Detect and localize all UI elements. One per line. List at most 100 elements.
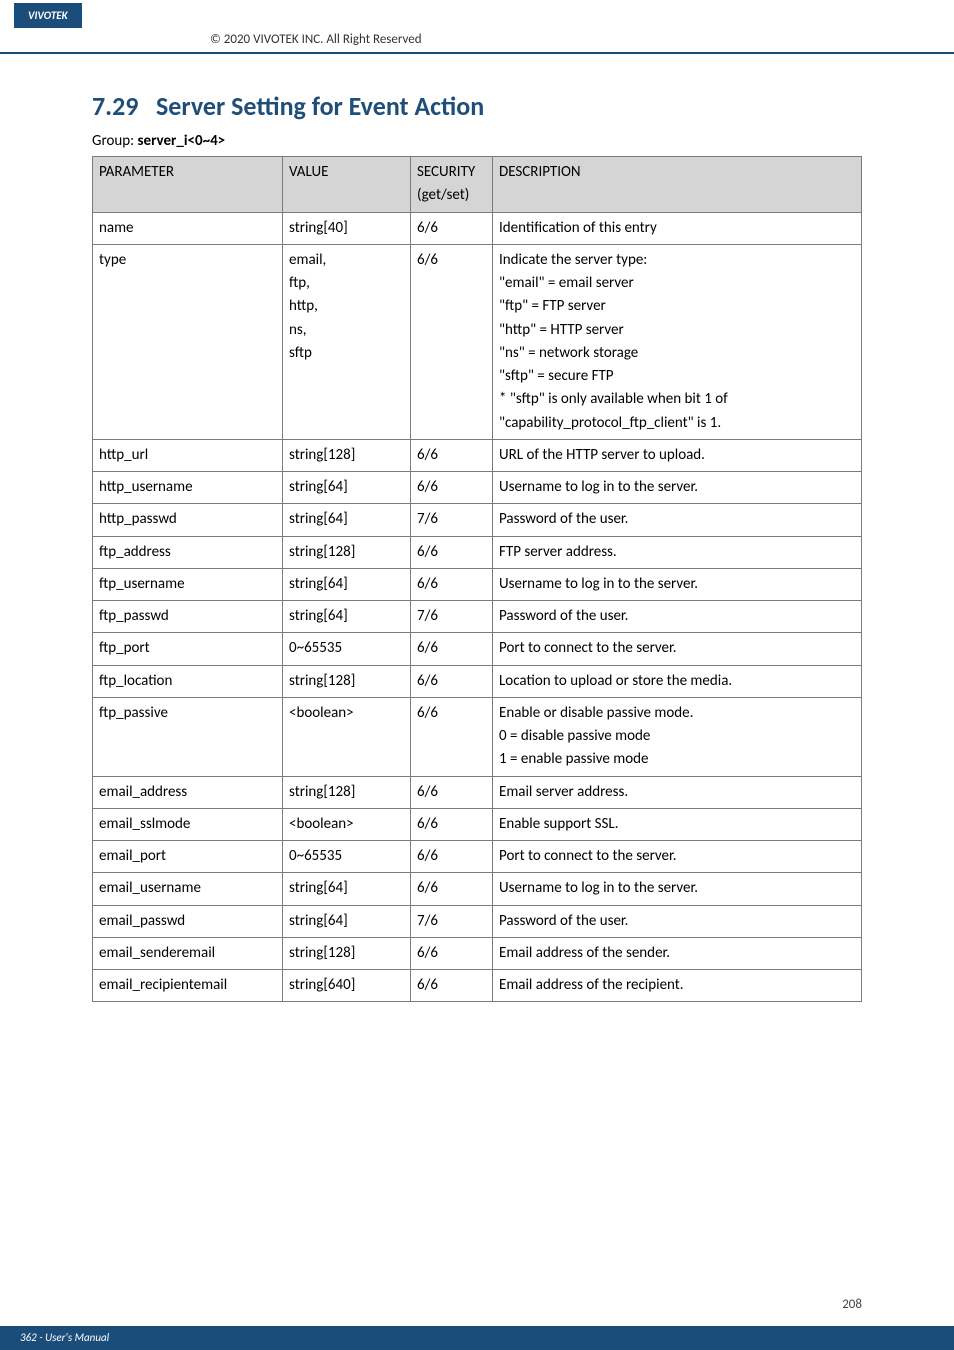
- section-title: Server Setting for Event Action: [156, 90, 484, 122]
- cell-description: Username to log in to the server.: [493, 873, 862, 905]
- th-value: VALUE: [283, 157, 411, 213]
- cell-security: 6/6: [411, 808, 493, 840]
- cell-parameter: ftp_address: [93, 536, 283, 568]
- cell-value: string[64]: [283, 568, 411, 600]
- cell-parameter: ftp_passive: [93, 697, 283, 776]
- cell-parameter: email_senderemail: [93, 937, 283, 969]
- cell-parameter: email_port: [93, 841, 283, 873]
- cell-parameter: ftp_location: [93, 665, 283, 697]
- cell-description: Email address of the recipient.: [493, 970, 862, 1002]
- cell-security: 6/6: [411, 970, 493, 1002]
- cell-parameter: http_url: [93, 439, 283, 471]
- cell-value: email, ftp, http, ns, sftp: [283, 244, 411, 439]
- cell-parameter: name: [93, 212, 283, 244]
- cell-description: Email server address.: [493, 776, 862, 808]
- cell-description: Email address of the sender.: [493, 937, 862, 969]
- cell-security: 6/6: [411, 665, 493, 697]
- cell-value: string[64]: [283, 873, 411, 905]
- table-row: ftp_passwdstring[64]7/6Password of the u…: [93, 601, 862, 633]
- cell-parameter: email_passwd: [93, 905, 283, 937]
- table-row: ftp_port0~655356/6Port to connect to the…: [93, 633, 862, 665]
- cell-security: 6/6: [411, 472, 493, 504]
- cell-security: 6/6: [411, 212, 493, 244]
- cell-security: 6/6: [411, 633, 493, 665]
- section-heading: 7.29Server Setting for Event Action: [92, 90, 862, 122]
- cell-description: URL of the HTTP server to upload.: [493, 439, 862, 471]
- table-row: email_passwdstring[64]7/6Password of the…: [93, 905, 862, 937]
- table-row: email_sslmode<boolean>6/6Enable support …: [93, 808, 862, 840]
- cell-parameter: email_sslmode: [93, 808, 283, 840]
- group-prefix: Group:: [92, 132, 138, 150]
- th-parameter: PARAMETER: [93, 157, 283, 213]
- table-row: email_addressstring[128]6/6Email server …: [93, 776, 862, 808]
- cell-security: 6/6: [411, 776, 493, 808]
- cell-value: string[128]: [283, 776, 411, 808]
- cell-description: Password of the user.: [493, 504, 862, 536]
- cell-security: 6/6: [411, 937, 493, 969]
- parameter-table: PARAMETER VALUE SECURITY (get/set) DESCR…: [92, 156, 862, 1002]
- th-description: DESCRIPTION: [493, 157, 862, 213]
- cell-security: 7/6: [411, 504, 493, 536]
- cell-parameter: email_username: [93, 873, 283, 905]
- cell-value: <boolean>: [283, 697, 411, 776]
- table-header-row: PARAMETER VALUE SECURITY (get/set) DESCR…: [93, 157, 862, 213]
- brand-tab: VIVOTEK: [14, 3, 82, 28]
- cell-security: 7/6: [411, 905, 493, 937]
- cell-description: Username to log in to the server.: [493, 568, 862, 600]
- cell-security: 6/6: [411, 841, 493, 873]
- table-row: ftp_usernamestring[64]6/6Username to log…: [93, 568, 862, 600]
- copyright-text: © 2020 VIVOTEK INC. All Right Reserved: [210, 32, 422, 47]
- cell-security: 6/6: [411, 873, 493, 905]
- table-row: email_recipientemailstring[640]6/6Email …: [93, 970, 862, 1002]
- page-number: 208: [842, 1297, 862, 1312]
- cell-description: Indicate the server type: "email" = emai…: [493, 244, 862, 439]
- cell-parameter: http_username: [93, 472, 283, 504]
- table-row: typeemail, ftp, http, ns, sftp6/6Indicat…: [93, 244, 862, 439]
- cell-description: Port to connect to the server.: [493, 841, 862, 873]
- cell-parameter: type: [93, 244, 283, 439]
- page-content: 7.29Server Setting for Event Action Grou…: [0, 54, 954, 1002]
- cell-value: string[128]: [283, 536, 411, 568]
- table-row: email_usernamestring[64]6/6Username to l…: [93, 873, 862, 905]
- th-security: SECURITY (get/set): [411, 157, 493, 213]
- cell-security: 7/6: [411, 601, 493, 633]
- table-row: email_port0~655356/6Port to connect to t…: [93, 841, 862, 873]
- group-label: Group: server_i<0~4>: [92, 132, 862, 150]
- cell-description: Enable or disable passive mode. 0 = disa…: [493, 697, 862, 776]
- cell-value: string[64]: [283, 601, 411, 633]
- cell-parameter: ftp_username: [93, 568, 283, 600]
- table-row: email_senderemailstring[128]6/6Email add…: [93, 937, 862, 969]
- table-row: ftp_locationstring[128]6/6Location to up…: [93, 665, 862, 697]
- cell-value: string[64]: [283, 504, 411, 536]
- cell-value: string[128]: [283, 439, 411, 471]
- cell-parameter: ftp_passwd: [93, 601, 283, 633]
- cell-parameter: email_address: [93, 776, 283, 808]
- cell-value: string[40]: [283, 212, 411, 244]
- cell-description: Password of the user.: [493, 905, 862, 937]
- table-row: http_usernamestring[64]6/6Username to lo…: [93, 472, 862, 504]
- cell-parameter: ftp_port: [93, 633, 283, 665]
- cell-description: Port to connect to the server.: [493, 633, 862, 665]
- cell-security: 6/6: [411, 244, 493, 439]
- cell-value: string[128]: [283, 665, 411, 697]
- cell-description: Username to log in to the server.: [493, 472, 862, 504]
- cell-value: 0~65535: [283, 633, 411, 665]
- footer-bar: 362 - User's Manual: [0, 1326, 954, 1350]
- cell-security: 6/6: [411, 439, 493, 471]
- group-name: server_i<0~4>: [138, 132, 226, 150]
- cell-parameter: http_passwd: [93, 504, 283, 536]
- cell-value: string[64]: [283, 472, 411, 504]
- cell-value: string[640]: [283, 970, 411, 1002]
- cell-security: 6/6: [411, 568, 493, 600]
- cell-value: string[128]: [283, 937, 411, 969]
- cell-security: 6/6: [411, 536, 493, 568]
- cell-description: FTP server address.: [493, 536, 862, 568]
- table-row: http_urlstring[128]6/6URL of the HTTP se…: [93, 439, 862, 471]
- table-row: ftp_addressstring[128]6/6FTP server addr…: [93, 536, 862, 568]
- table-row: http_passwdstring[64]7/6Password of the …: [93, 504, 862, 536]
- section-number: 7.29: [92, 90, 156, 122]
- cell-value: 0~65535: [283, 841, 411, 873]
- cell-description: Identification of this entry: [493, 212, 862, 244]
- cell-value: <boolean>: [283, 808, 411, 840]
- table-row: ftp_passive<boolean>6/6Enable or disable…: [93, 697, 862, 776]
